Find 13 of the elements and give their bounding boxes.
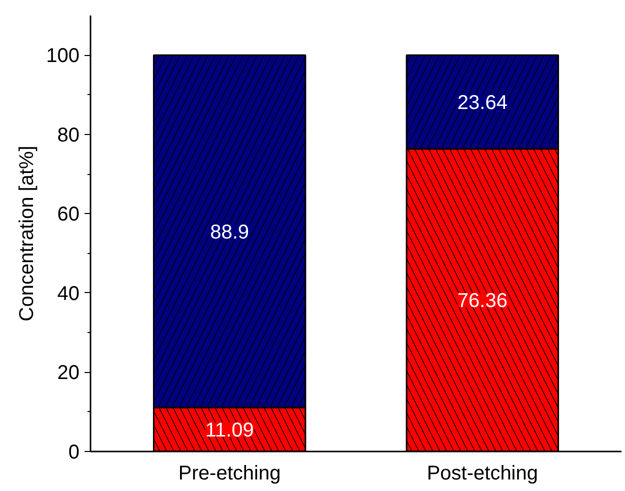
y-tick-label: 80	[57, 124, 80, 146]
y-tick-label: 40	[57, 282, 80, 305]
y-tick-label: 60	[57, 204, 80, 226]
data-label: 23.64	[457, 92, 508, 114]
data-label: 11.09	[205, 420, 254, 442]
y-tick-label: 0	[68, 442, 80, 464]
data-label: 76.36	[457, 290, 508, 312]
x-tick-label: Pre-etching	[178, 462, 281, 484]
y-tick-label: 100	[46, 45, 80, 68]
y-tick-label: 20	[57, 362, 80, 384]
x-tick-label: Post-etching	[426, 462, 538, 484]
data-label: 88.9	[210, 221, 250, 244]
y-axis-title: Concentration [at%]	[16, 146, 38, 322]
